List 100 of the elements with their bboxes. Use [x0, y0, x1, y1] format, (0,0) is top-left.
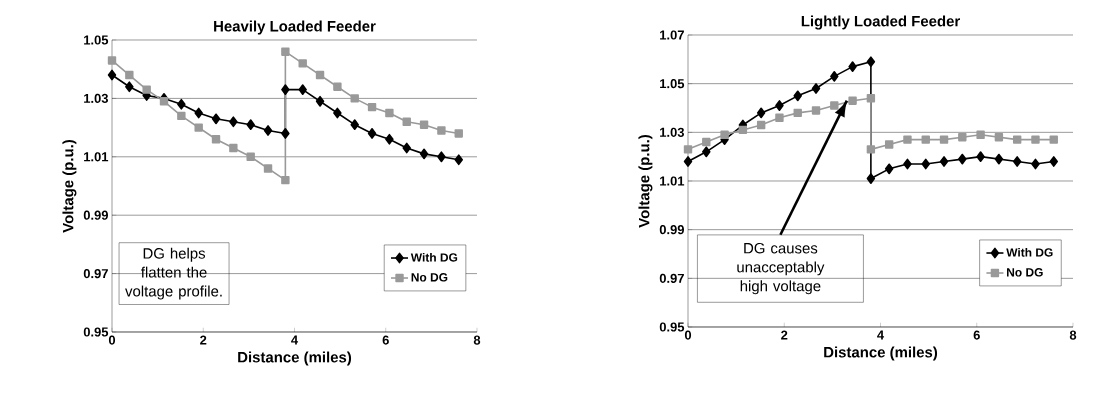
point	[866, 56, 876, 68]
point	[702, 146, 711, 158]
point	[333, 107, 342, 119]
point	[958, 133, 967, 142]
point	[263, 164, 273, 173]
point	[994, 133, 1004, 142]
y-tick-label: 1.05	[84, 35, 109, 45]
point	[125, 70, 134, 80]
annotation: DG causes unacceptably high voltage	[737, 242, 825, 295]
y-tick-label: 0.99	[659, 225, 684, 235]
point	[1031, 158, 1040, 170]
point	[811, 106, 821, 115]
legend-label: With DG	[410, 252, 458, 262]
point	[194, 123, 203, 132]
point	[793, 108, 802, 118]
point	[1049, 135, 1058, 144]
point	[350, 119, 359, 131]
point	[419, 148, 429, 160]
point	[811, 83, 821, 94]
point	[177, 98, 186, 110]
x-tick-label: 2	[781, 330, 788, 340]
legend-label: No DG	[1007, 268, 1043, 277]
y-tick-label: 1.07	[660, 30, 684, 40]
point	[793, 90, 802, 102]
point	[419, 120, 429, 129]
point	[315, 70, 325, 80]
point	[1012, 135, 1022, 144]
point	[246, 152, 255, 161]
point	[683, 156, 693, 167]
point	[702, 137, 711, 147]
point	[263, 125, 273, 136]
point	[281, 47, 290, 56]
x-tick-label: 8	[1069, 330, 1077, 340]
point	[1049, 156, 1059, 167]
x-axis-title: Distance (miles)	[824, 346, 938, 361]
point	[738, 125, 748, 135]
point	[315, 95, 325, 107]
point	[333, 82, 342, 91]
point	[194, 107, 203, 119]
point	[350, 94, 359, 103]
point	[939, 135, 949, 144]
point	[1012, 156, 1022, 167]
point	[958, 153, 967, 165]
point	[756, 120, 766, 130]
y-tick-label: 0.95	[659, 322, 685, 332]
y-tick-label: 1.01	[660, 176, 685, 186]
point	[229, 143, 238, 153]
y-tick-label: 1.05	[660, 79, 685, 89]
y-tick-label: 0.99	[83, 210, 108, 220]
point	[281, 84, 290, 96]
point	[385, 133, 394, 145]
chart-title: Heavily Loaded Feeder	[214, 20, 376, 35]
point	[142, 85, 151, 94]
point	[683, 145, 693, 154]
point	[159, 97, 169, 106]
point	[437, 151, 446, 163]
x-tick-label: 0	[108, 335, 116, 345]
point	[454, 129, 463, 138]
x-tick-label: 4	[877, 330, 885, 340]
point	[402, 117, 411, 126]
point	[281, 175, 290, 185]
point	[246, 119, 255, 131]
point	[367, 128, 377, 139]
point	[775, 113, 784, 122]
legend-label: No DG	[411, 273, 448, 282]
point	[848, 61, 857, 73]
point	[402, 142, 411, 154]
point	[177, 111, 186, 121]
point	[866, 94, 876, 103]
point	[830, 70, 839, 82]
point	[1031, 135, 1040, 144]
y-tick-label: 1.03	[660, 127, 685, 137]
point	[848, 96, 857, 105]
x-tick-label: 4	[291, 335, 299, 345]
x-tick-label: 8	[473, 335, 481, 345]
y-tick-label: 0.97	[659, 273, 684, 283]
annotation: DG helps flatten the voltage profile.	[125, 247, 222, 300]
x-tick-label: 6	[973, 330, 980, 340]
point	[921, 135, 930, 144]
y-axis-title: Voltage (p.u.)	[62, 139, 77, 233]
point	[903, 158, 912, 170]
point	[211, 113, 221, 125]
point	[454, 154, 463, 166]
x-tick-label: 6	[382, 335, 389, 345]
point	[385, 108, 394, 118]
point	[298, 84, 307, 96]
point	[125, 81, 134, 93]
point	[884, 163, 894, 175]
point	[107, 69, 117, 81]
point	[866, 145, 876, 154]
point	[720, 130, 729, 139]
x-tick-label: 2	[200, 335, 207, 345]
point	[903, 135, 912, 144]
point	[994, 153, 1004, 165]
point	[976, 151, 985, 163]
y-tick-label: 1.01	[84, 152, 109, 162]
point	[211, 135, 221, 144]
point	[281, 128, 290, 139]
point	[298, 59, 307, 68]
point	[921, 158, 930, 170]
